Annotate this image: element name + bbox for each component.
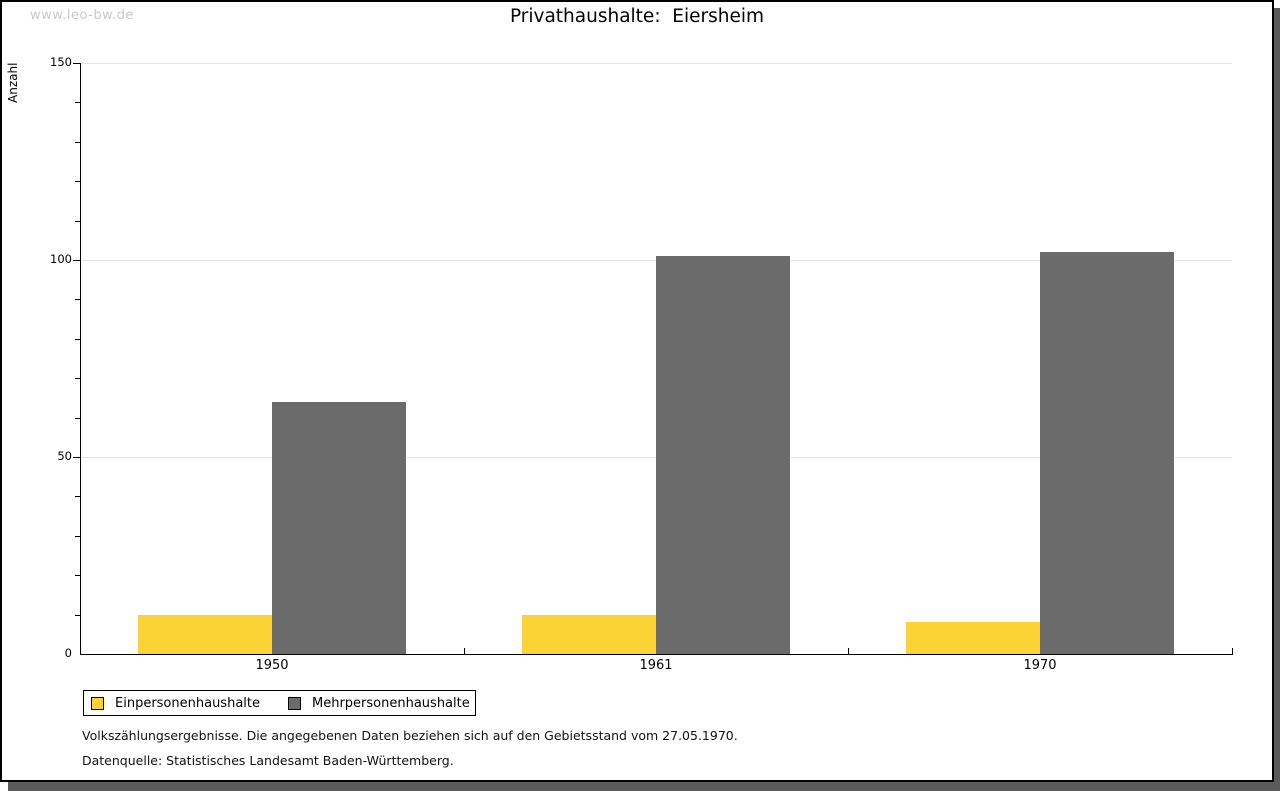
legend-item-einpersonenhaushalte: Einpersonenhaushalte (91, 696, 260, 711)
legend-item-mehrpersonenhaushalte: Mehrpersonenhaushalte (288, 696, 470, 711)
chart-title: Privathaushalte: Eiersheim (509, 6, 765, 27)
x-axis-tick-label: 1970 (1023, 658, 1057, 673)
drop-shadow-bottom (8, 782, 1280, 791)
bar-1950-einpersonenhaushalte (138, 614, 272, 654)
legend: Einpersonenhaushalte Mehrpersonenhaushal… (83, 690, 476, 716)
plot-area: 0 50 100 150 1950 1961 1970 (2, 2, 1274, 782)
footnote-datenquelle: Datenquelle: Statistisches Landesamt Bad… (82, 753, 454, 768)
y-axis-tick (75, 575, 80, 577)
bar-1970-einpersonenhaushalte (906, 622, 1040, 654)
watermark: www.leo-bw.de (30, 8, 134, 23)
x-axis-line (80, 654, 1233, 655)
y-axis-tick (75, 496, 80, 498)
y-axis-tick-label: 50 (57, 449, 72, 463)
y-axis-tick (75, 102, 80, 104)
y-axis-line (80, 63, 81, 654)
x-axis-tick-label: 1961 (639, 658, 673, 673)
y-axis-tick (73, 457, 80, 458)
footnote-gebietsstand: Volkszählungsergebnisse. Die angegebenen… (82, 728, 738, 743)
y-axis-tick (75, 535, 80, 537)
bar-1950-mehrpersonenhaushalte (272, 401, 406, 654)
x-axis-tick (848, 648, 849, 654)
legend-swatch-mehrpersonenhaushalte (288, 696, 301, 710)
y-axis-tick-label: 0 (64, 646, 72, 660)
bar-1970-mehrpersonenhaushalte (1040, 252, 1174, 654)
bar-1961-einpersonenhaushalte (522, 614, 656, 654)
y-axis-tick (75, 220, 80, 222)
y-axis-tick-label: 100 (50, 252, 72, 266)
legend-label: Einpersonenhaushalte (115, 695, 260, 711)
x-axis-tick-label: 1950 (255, 658, 289, 673)
legend-label: Mehrpersonenhaushalte (312, 695, 470, 711)
y-axis-tick (75, 299, 80, 301)
y-axis-tick (73, 63, 80, 64)
y-axis-tick (75, 417, 80, 419)
y-axis-tick-label: 150 (50, 55, 72, 69)
bar-1961-mehrpersonenhaushalte (656, 256, 790, 654)
y-axis-tick (75, 141, 80, 143)
y-axis-tick (73, 260, 80, 261)
x-axis-tick (1232, 648, 1233, 654)
y-axis-tick (75, 614, 80, 616)
y-axis-tick (75, 181, 80, 183)
legend-swatch-einpersonenhaushalte (91, 696, 104, 710)
y-axis-tick (75, 338, 80, 340)
x-axis-tick (464, 648, 465, 654)
y-axis-tick (75, 378, 80, 380)
drop-shadow-right (1274, 8, 1280, 791)
gridline (80, 63, 1232, 64)
